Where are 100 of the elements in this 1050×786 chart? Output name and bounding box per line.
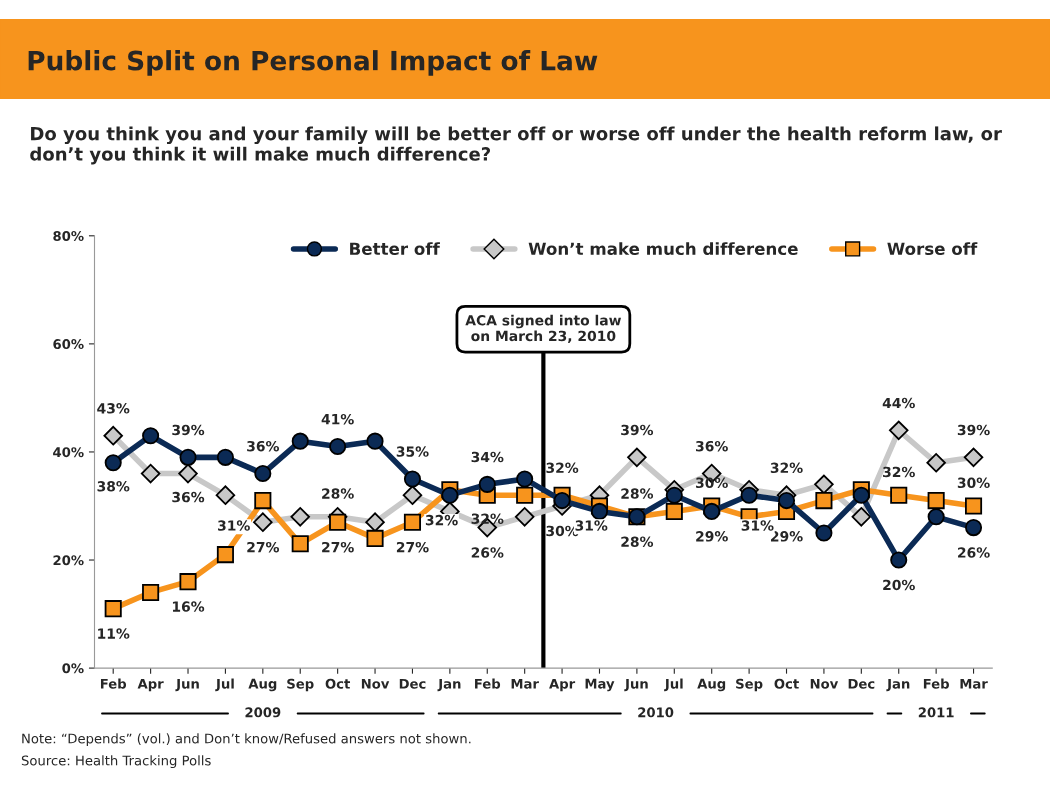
chart-title: Public Split on Personal Impact of Law <box>28 50 598 76</box>
point <box>291 432 309 450</box>
data-label: 44% <box>882 397 915 409</box>
point <box>890 551 908 569</box>
point <box>665 502 683 520</box>
point <box>140 463 161 484</box>
data-label: 26% <box>958 547 990 558</box>
data-label: 41% <box>321 413 354 425</box>
point <box>627 447 647 468</box>
data-label: 29% <box>770 531 803 542</box>
point <box>516 486 534 504</box>
point <box>329 438 347 456</box>
point <box>590 502 609 520</box>
x-tick-label: Oct <box>774 678 799 689</box>
point <box>179 573 197 591</box>
data-label: 32% <box>770 462 803 474</box>
point <box>814 474 834 495</box>
point <box>926 453 946 473</box>
source-note: Source: Health Tracking Polls <box>21 755 211 769</box>
point <box>963 447 984 468</box>
point <box>888 420 909 441</box>
data-label: 38% <box>97 481 130 492</box>
point <box>514 507 535 527</box>
x-tick-label: Dec <box>848 678 875 689</box>
point <box>104 600 122 618</box>
text: 2011 <box>918 707 954 718</box>
text: Note: “Depends” (vol.) and Don’t know/Refused answers not shown. <box>22 733 471 747</box>
x-tick-label: Apr <box>137 678 164 692</box>
text: 2010 <box>638 707 674 718</box>
point <box>777 492 796 510</box>
point <box>815 524 833 542</box>
data-label: 30% <box>696 477 728 489</box>
x-tick-label: Mar <box>960 678 988 689</box>
x-tick-label: Aug <box>248 678 277 692</box>
data-label: 27% <box>247 541 280 553</box>
point <box>104 454 122 472</box>
point <box>402 485 423 505</box>
point <box>365 512 385 532</box>
x-tick-label: Nov <box>810 678 839 689</box>
data-label: 26% <box>471 547 504 558</box>
point <box>103 425 123 446</box>
legend-label: Won’t make much difference <box>528 242 798 256</box>
x-tick-label: Jun <box>175 678 199 692</box>
data-label: 32% <box>883 466 915 478</box>
data-label: 34% <box>471 451 504 463</box>
point <box>927 492 945 510</box>
data-label: 27% <box>322 541 354 553</box>
point <box>403 470 421 488</box>
point <box>366 432 384 450</box>
point <box>553 492 571 510</box>
point <box>216 448 234 466</box>
data-label: 36% <box>247 440 280 452</box>
point <box>927 508 945 526</box>
point <box>290 507 310 527</box>
data-label: 35% <box>396 446 429 457</box>
data-label: 32% <box>546 462 579 474</box>
annotation: ACA signed into law on March 23, 2010 <box>465 314 621 343</box>
x-tick-label: Feb <box>923 678 949 689</box>
chart-subtitle: Do you think you and your family will be better off or worse off under the health reform law, or don’t you think it will make much difference? <box>30 126 1002 165</box>
data-label: 39% <box>172 424 205 436</box>
point <box>178 463 198 484</box>
data-label: 30% <box>957 477 990 489</box>
point <box>478 475 496 493</box>
x-tick-label: Mar <box>511 678 539 689</box>
x-tick-label: Nov <box>361 678 390 689</box>
data-label: 20% <box>883 579 915 591</box>
text: 2009 <box>245 707 281 718</box>
x-tick-label: May <box>585 678 615 692</box>
point <box>329 513 347 531</box>
data-label: 16% <box>172 601 205 612</box>
x-tick-label: Jul <box>664 678 683 692</box>
x-tick-label: Feb <box>475 678 501 689</box>
point <box>254 492 272 510</box>
x-tick-label: Oct <box>325 678 351 689</box>
point <box>965 519 983 537</box>
point <box>890 486 908 504</box>
point <box>215 485 236 505</box>
point <box>441 486 459 504</box>
point <box>142 427 160 445</box>
point <box>815 492 833 510</box>
point <box>253 512 273 532</box>
x-tick-label: Jul <box>215 678 234 692</box>
point <box>516 470 534 488</box>
data-label: 28% <box>621 488 654 499</box>
point <box>254 465 272 483</box>
data-label: 28% <box>322 488 354 499</box>
x-tick-label: Aug <box>697 678 726 692</box>
point <box>965 497 983 515</box>
x-tick-label: Feb <box>100 678 127 689</box>
point <box>142 583 160 601</box>
x-tick-label: Dec <box>399 678 426 689</box>
point <box>179 448 197 466</box>
x-tick-label: Jun <box>624 678 648 692</box>
point <box>852 486 870 504</box>
legend-label: Better off <box>350 242 440 256</box>
point <box>703 502 721 520</box>
point <box>366 529 384 547</box>
x-tick-label: Sep <box>736 678 763 692</box>
data-label: 27% <box>396 541 429 553</box>
point <box>291 535 309 553</box>
